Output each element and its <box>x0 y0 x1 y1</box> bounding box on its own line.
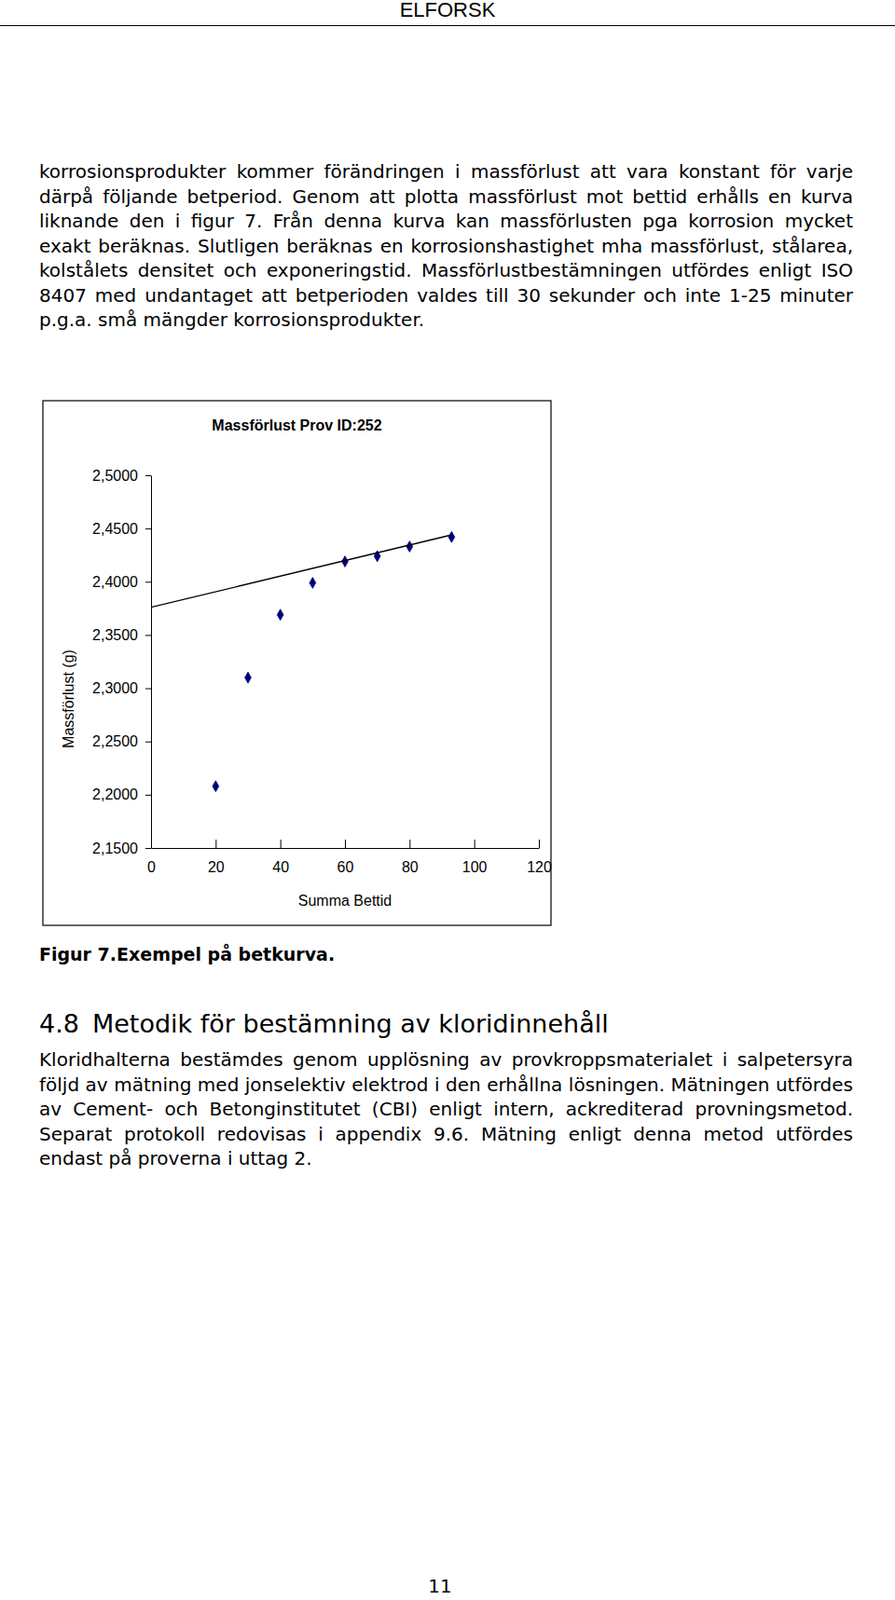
y-tick: 2,5000 <box>92 468 152 484</box>
y-axis-line <box>151 476 152 850</box>
x-tick-mark <box>344 839 346 849</box>
y-tick-label: 2,5000 <box>92 468 138 484</box>
x-tick-label: 0 <box>147 859 156 876</box>
y-tick: 2,2000 <box>92 786 152 803</box>
plot-marks <box>151 531 455 792</box>
x-tick-label: 40 <box>272 859 290 876</box>
x-tick-label: 20 <box>207 859 225 876</box>
data-point <box>276 609 284 621</box>
paragraph: Kloridhalterna bestämdes genom upplösnin… <box>39 1047 854 1172</box>
y-tick: 2,4000 <box>92 574 152 591</box>
data-point <box>212 781 220 793</box>
x-axis: 0 20 40 60 80 100 120 <box>147 839 552 876</box>
y-tick-label: 2,2000 <box>92 786 138 803</box>
y-tick: 2,3500 <box>92 627 152 644</box>
y-tick-mark <box>145 475 152 477</box>
x-tick: 20 <box>207 839 225 876</box>
header-rule <box>0 25 895 27</box>
section-number: 4.8 <box>39 1009 80 1039</box>
y-tick-label: 2,3500 <box>92 627 138 644</box>
y-tick: 2,3000 <box>92 680 152 697</box>
y-tick-mark <box>145 688 152 690</box>
x-tick: 60 <box>337 839 355 876</box>
y-axis-title: Massförlust (g) <box>60 649 77 749</box>
data-point <box>245 672 252 684</box>
x-tick: 80 <box>401 839 419 876</box>
x-tick-label: 120 <box>526 859 552 876</box>
x-axis-title: Summa Bettid <box>298 893 392 909</box>
y-tick-mark <box>145 742 152 744</box>
figure-caption: Figur 7.Exempel på betkurva. <box>39 944 335 965</box>
y-tick: 2,2500 <box>92 733 152 750</box>
chart-title: Massförlust Prov ID:252 <box>211 417 382 434</box>
x-tick-mark <box>538 839 540 849</box>
x-tick-mark <box>215 839 217 849</box>
x-tick-mark <box>474 839 476 849</box>
x-axis-line <box>151 848 540 850</box>
y-tick-mark <box>145 634 152 636</box>
x-tick: 100 <box>462 839 488 876</box>
y-tick-mark <box>145 528 152 530</box>
y-tick-label: 2,3000 <box>92 680 138 697</box>
data-point <box>309 577 317 589</box>
y-tick-mark <box>145 581 152 583</box>
section-title: Metodik för bestämning av kloridinnehåll <box>92 1009 609 1039</box>
y-axis: 2,1500 2,2000 2,2500 2,3000 2,3500 2,4000 2,45… <box>92 468 152 857</box>
section-heading: 4.8 Metodik för bestämning av kloridinneh… <box>39 1009 609 1039</box>
fit-line <box>151 535 452 608</box>
chart: Massförlust Prov ID:252 0 20 40 60 80 100 120 2,… <box>0 0 895 1026</box>
y-tick-label: 2,4500 <box>92 521 138 537</box>
page-header: ELFORSK <box>0 0 895 23</box>
data-point <box>448 531 455 543</box>
data-point <box>406 541 414 553</box>
page-number: 11 <box>0 1575 881 1598</box>
x-tick: 40 <box>272 839 290 876</box>
x-tick-label: 80 <box>401 859 419 876</box>
y-tick-label: 2,1500 <box>92 840 138 857</box>
paragraph: korrosionsprodukter kommer förändringen … <box>39 159 854 333</box>
y-tick-mark <box>145 848 152 850</box>
x-tick-mark <box>409 839 411 849</box>
x-tick: 120 <box>526 839 552 876</box>
y-tick-label: 2,2500 <box>92 733 138 750</box>
x-tick-label: 100 <box>462 859 488 876</box>
y-tick: 2,4500 <box>92 521 152 537</box>
y-tick-mark <box>145 795 152 797</box>
x-tick-label: 60 <box>337 859 355 876</box>
y-tick-label: 2,4000 <box>92 574 138 591</box>
x-tick-mark <box>280 839 282 849</box>
chart-frame <box>42 400 551 926</box>
y-tick: 2,1500 <box>92 840 152 857</box>
